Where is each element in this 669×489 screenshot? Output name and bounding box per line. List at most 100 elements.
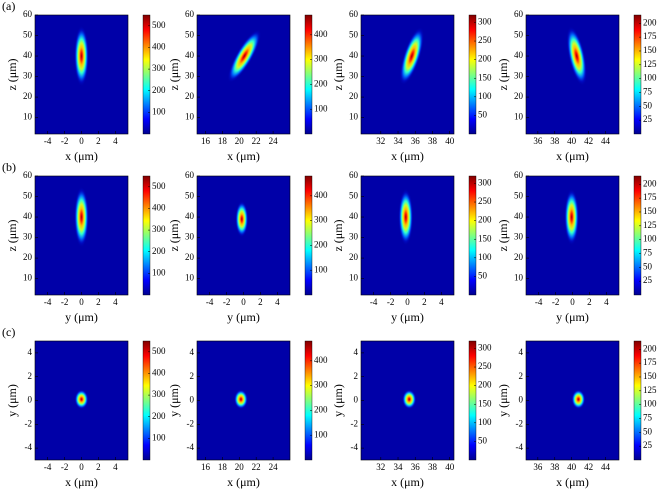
colorbar-tick-label: 200	[478, 54, 492, 64]
y-tick-label: 60	[514, 170, 524, 180]
intensity-spot	[233, 389, 249, 410]
colorbar	[468, 14, 477, 135]
y-tick-label: 40	[23, 211, 33, 221]
colorbar	[633, 340, 642, 461]
colorbar-tick-label: 400	[314, 190, 328, 200]
colorbar	[304, 14, 313, 135]
y-tick-label: 40	[514, 50, 524, 60]
colorbar-tick-label: 150	[478, 72, 492, 82]
x-tick-label: 36	[411, 462, 421, 472]
y-tick-label: 20	[185, 91, 195, 101]
x-axis-label: x (μm)	[227, 149, 260, 163]
y-tick-label: -2	[25, 418, 33, 428]
y-tick-label: 20	[349, 91, 359, 101]
y-tick-label: 0	[354, 395, 359, 405]
y-tick-label: 40	[349, 211, 359, 221]
colorbar-tick-label: 100	[314, 103, 328, 113]
x-tick-label: 38	[550, 462, 560, 472]
y-axis-label: z (μm)	[5, 219, 19, 251]
y-tick-label: 50	[185, 191, 195, 201]
colorbar-tick-label: 100	[152, 106, 166, 116]
x-tick-label: 40	[445, 462, 455, 472]
y-tick-label: 30	[514, 232, 524, 242]
x-tick-label: 40	[567, 136, 577, 146]
y-tick-label: 60	[349, 9, 359, 19]
x-tick-label: 4	[275, 297, 280, 307]
x-tick-label: 36	[411, 136, 421, 146]
colorbar-tick-label: 175	[643, 31, 657, 41]
y-tick-label: 4	[28, 347, 33, 357]
colorbar-tick-label: 125	[643, 59, 657, 69]
intensity-spot	[571, 389, 586, 410]
colorbar-tick-label: 150	[643, 45, 657, 55]
y-tick-label: 10	[185, 112, 195, 122]
x-tick-label: 32	[376, 136, 385, 146]
colorbar	[142, 14, 151, 135]
x-tick-label: 36	[533, 462, 543, 472]
y-tick-label: -4	[516, 442, 524, 452]
y-tick-label: 0	[519, 395, 524, 405]
y-axis-label: z (μm)	[331, 219, 345, 251]
y-tick-label: 4	[354, 347, 359, 357]
colorbar-tick-label: 200	[152, 246, 166, 256]
y-tick-label: 20	[514, 91, 524, 101]
x-tick-label: 0	[405, 297, 410, 307]
heatmap	[401, 389, 417, 410]
colorbar-tick-label: 25	[643, 114, 653, 124]
x-tick-label: 18	[218, 462, 228, 472]
colorbar-tick-label: 200	[152, 411, 166, 421]
colorbar	[142, 175, 151, 296]
colorbar	[304, 340, 313, 461]
x-tick-label: -4	[370, 297, 378, 307]
x-tick-label: 0	[79, 462, 84, 472]
y-axis-label: z (μm)	[496, 219, 510, 251]
y-tick-label: 40	[349, 50, 359, 60]
colorbar-tick-label: 200	[643, 178, 657, 188]
colorbar-tick-label: 75	[643, 248, 653, 258]
colorbar-tick-label: 50	[478, 435, 488, 445]
colorbar-tick-label: 150	[643, 206, 657, 216]
y-axis-label: y (μm)	[5, 384, 19, 417]
y-tick-label: 2	[28, 371, 33, 381]
colorbar-tick-label: 300	[152, 389, 166, 399]
y-axis-label: z (μm)	[167, 58, 181, 90]
colorbar	[304, 175, 313, 296]
colorbar-tick-label: 100	[643, 234, 657, 244]
colorbar	[633, 175, 642, 296]
x-axis-label: y (μm)	[65, 310, 98, 324]
colorbar-tick-label: 100	[314, 264, 328, 274]
row-label: (a)	[2, 0, 15, 13]
y-tick-label: 50	[23, 191, 33, 201]
colorbar-tick-label: 500	[152, 181, 166, 191]
y-tick-label: 30	[185, 232, 195, 242]
y-tick-label: 40	[23, 50, 33, 60]
x-tick-label: 2	[422, 297, 427, 307]
colorbar-tick-label: 100	[152, 267, 166, 277]
colorbar	[142, 340, 151, 461]
y-tick-label: 50	[514, 30, 524, 40]
heatmap	[73, 186, 90, 248]
x-tick-label: 24	[269, 136, 279, 146]
x-tick-label: 32	[376, 462, 385, 472]
y-tick-label: -2	[187, 418, 195, 428]
x-axis-label: x (μm)	[556, 149, 589, 163]
x-tick-label: -2	[61, 462, 69, 472]
colorbar-tick-label: 300	[314, 215, 328, 225]
colorbar-tick-label: 150	[643, 371, 657, 381]
colorbar-tick-label: 175	[643, 192, 657, 202]
x-tick-label: 34	[394, 462, 404, 472]
y-tick-label: 2	[519, 371, 524, 381]
heatmap	[74, 389, 89, 410]
x-tick-label: 4	[113, 136, 118, 146]
plot-frame	[525, 14, 620, 135]
colorbar-tick-label: 150	[478, 233, 492, 243]
colorbar-tick-label: 200	[314, 239, 328, 249]
colorbar-tick-label: 300	[478, 17, 492, 27]
y-tick-label: 30	[23, 232, 33, 242]
y-tick-label: 50	[185, 30, 195, 40]
x-tick-label: 20	[235, 136, 245, 146]
y-tick-label: 20	[349, 252, 359, 262]
colorbar-tick-label: 400	[314, 355, 328, 365]
intensity-spot	[564, 188, 580, 246]
x-tick-label: 42	[584, 136, 593, 146]
